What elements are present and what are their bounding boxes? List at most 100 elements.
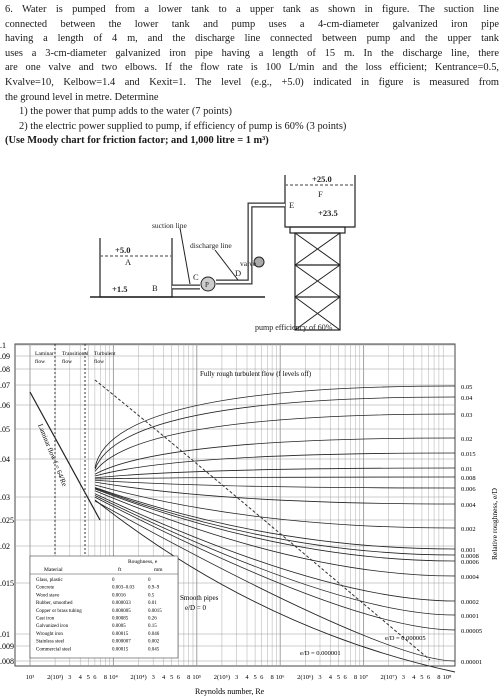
roughness-label: 0.002 <box>461 526 476 533</box>
y-tick-label: 0.09 <box>0 352 10 361</box>
y-tick-label: 0.1 <box>0 341 6 350</box>
table-cell: Rubber, smoothed <box>36 601 73 606</box>
table-header: mm <box>154 567 163 573</box>
table-cell: 0.045 <box>148 647 160 652</box>
roughness-curve <box>94 452 456 477</box>
table-cell: 0.046 <box>148 632 160 637</box>
roughness-label: 0.015 <box>461 451 476 458</box>
roughness-curve <box>94 467 456 479</box>
roughness-label: 0.05 <box>461 384 472 391</box>
table-cell: 0.26 <box>148 617 157 622</box>
annotation: e/D = 0.000005 <box>385 635 426 642</box>
roughness-label: 0.00005 <box>461 628 482 635</box>
x-tick-label: 8 <box>104 674 107 681</box>
table-cell: Galvanized iron <box>36 624 69 629</box>
text-line: 6. Water is pumped from a lower tank to … <box>5 4 499 15</box>
annotation: Smooth pipes <box>180 594 219 602</box>
upper-tank <box>284 175 356 331</box>
point-label: C <box>193 272 199 282</box>
roughness-curve <box>94 500 456 662</box>
table-cell: 0 <box>112 578 115 583</box>
x-tick-label: 4 <box>412 674 416 681</box>
note: (Use Moody chart for friction factor; an… <box>5 135 269 147</box>
x-tick-label: 10⁴ <box>109 674 119 681</box>
table-cell: 0.003–0.03 <box>112 586 135 591</box>
y-tick-label: 0.015 <box>0 579 14 588</box>
table-cell: Wrought iron <box>36 632 63 637</box>
table-cell: 0.0015 <box>148 609 162 614</box>
x-tick-label: 10³ <box>26 674 35 681</box>
x-tick-label: 3 <box>68 674 71 681</box>
region-label: Transitional <box>62 351 89 357</box>
annotation: e/D = 0 <box>185 604 207 612</box>
leader-line <box>179 227 191 285</box>
roughness-curve <box>94 484 456 529</box>
table-box <box>29 555 179 659</box>
table-cell: 0.0016 <box>112 593 126 598</box>
roughness-curve <box>94 490 456 577</box>
roughness-label: 0.006 <box>461 486 476 493</box>
table-cell: Commercial steel <box>36 647 72 652</box>
roughness-curve <box>94 487 456 556</box>
x-tick-label: 10⁵ <box>192 674 201 681</box>
roughness-curve <box>94 479 456 489</box>
roughness-label: 0.02 <box>461 436 472 443</box>
y-tick-label: 0.08 <box>0 365 10 374</box>
roughness-label: 0.008 <box>461 475 476 482</box>
x-tick-label: 5 <box>170 674 173 681</box>
text-line: are one valve and two elbows. If the flo… <box>5 62 499 74</box>
axis-label: Relative roughness, e/D <box>490 488 499 560</box>
table-cell: 0.000007 <box>112 640 131 645</box>
table-cell: Copper or brass tubing <box>36 609 82 614</box>
pipe-label: discharge line <box>190 241 232 250</box>
x-tick-label: 10⁸ <box>443 674 453 681</box>
valve <box>253 256 265 268</box>
x-tick-label: 3 <box>402 674 405 681</box>
table-header: ft <box>118 566 122 573</box>
x-tick-label: 10⁶ <box>276 674 285 681</box>
point-label: E <box>289 200 294 210</box>
level-label: +25.0 <box>312 174 332 184</box>
x-tick-label: 8 <box>437 674 440 681</box>
x-tick-label: 8 <box>270 674 273 681</box>
point-label: F <box>318 189 323 199</box>
table-cell: Concrete <box>36 586 55 591</box>
table-cell: 0.0005 <box>112 624 126 629</box>
roughness-curve <box>94 413 456 472</box>
roughness-curve <box>94 437 456 475</box>
pump-label: P <box>205 281 209 289</box>
table-cell: 0.9–9 <box>148 586 160 591</box>
x-tick-label: 6 <box>343 674 347 681</box>
table-title: Roughness, e <box>128 559 158 565</box>
y-tick-label: 0.05 <box>0 425 10 434</box>
roughness-curve <box>94 396 456 470</box>
pipe-label: suction line <box>152 221 187 230</box>
fully-rough-boundary <box>94 379 431 661</box>
level-label: +5.0 <box>115 245 130 255</box>
level-label: +1.5 <box>112 284 127 294</box>
y-tick-label: 0.02 <box>0 542 10 551</box>
region-label: flow <box>62 358 72 365</box>
table-cell: 0.000005 <box>112 609 131 614</box>
table-cell: Glass, plastic <box>36 578 63 583</box>
x-tick-label: 4 <box>245 674 249 681</box>
roughness-label: 0.00001 <box>461 659 482 666</box>
lower-tank <box>90 238 265 298</box>
roughness-label: 0.004 <box>461 502 476 509</box>
region-label: flow <box>35 358 45 365</box>
pump <box>200 276 216 292</box>
x-tick-label: 6 <box>93 674 97 681</box>
text-line: connected between the lower tank and pum… <box>5 18 499 30</box>
x-tick-label: 2(10³) <box>47 674 63 681</box>
table-cell: Stainless steel <box>36 640 65 645</box>
problem-text: 6. Water is pumped from a lower tank to … <box>5 3 499 149</box>
leader-line <box>214 249 239 281</box>
plot-frame <box>14 343 456 667</box>
roughness-curve <box>94 385 456 469</box>
text-line: Kvalve=10, Kelbow=1.4 and Kexit=1. The l… <box>5 76 499 88</box>
y-tick-label: 0.008 <box>0 657 14 666</box>
roughness-curve <box>94 495 456 616</box>
roughness-label: 0.04 <box>461 395 473 402</box>
roughness-label: 0.0004 <box>461 574 480 581</box>
